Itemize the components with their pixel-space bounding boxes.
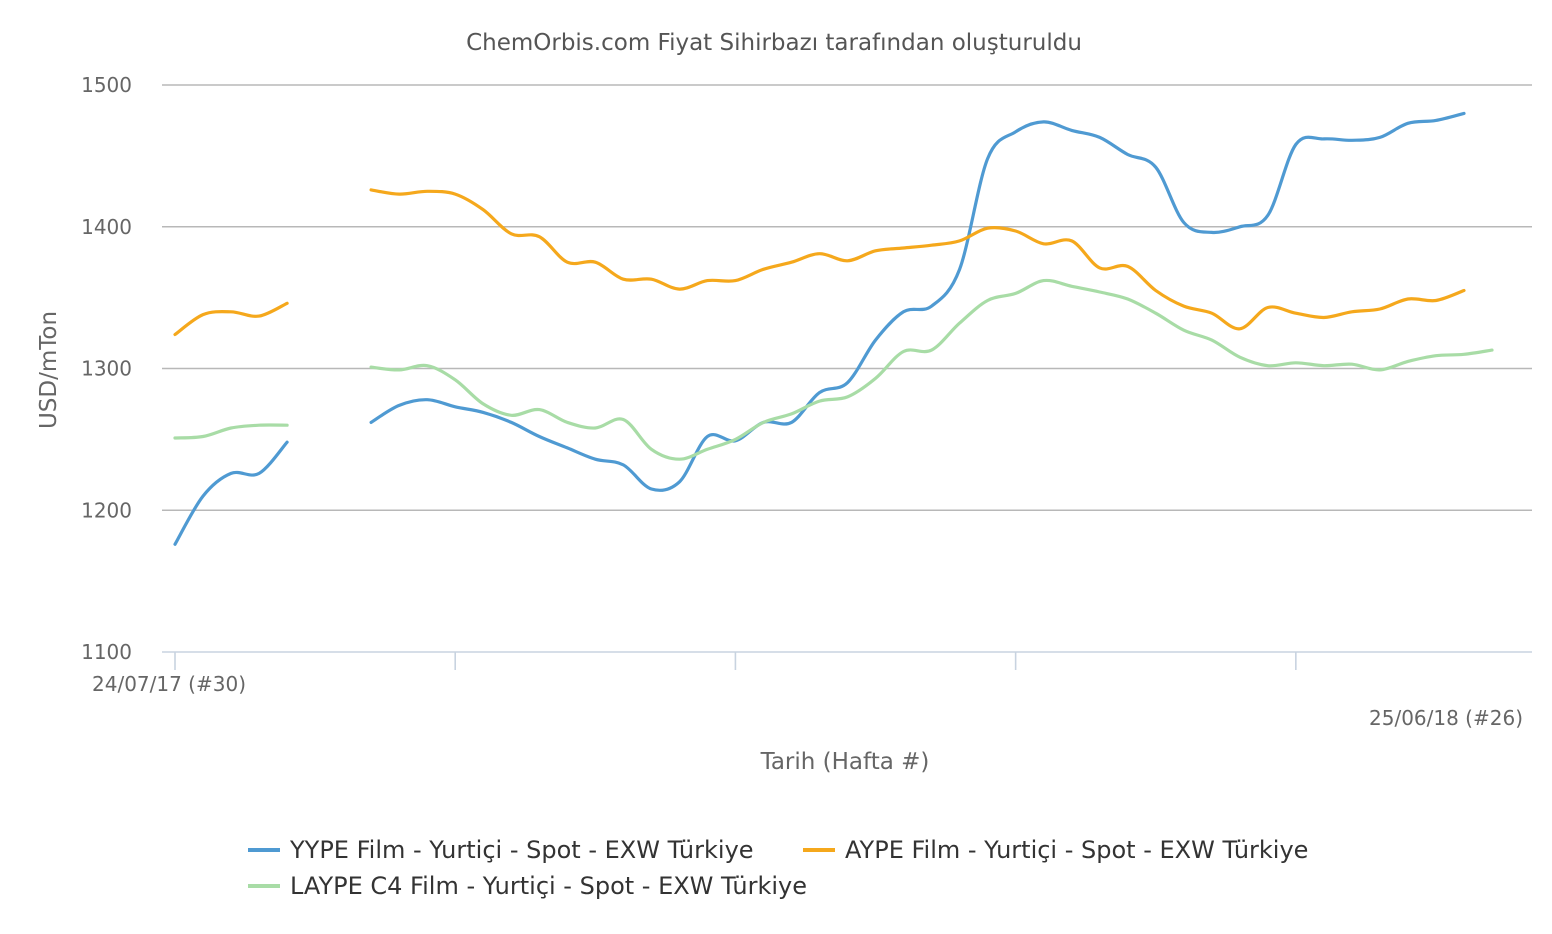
y-axis-label: USD/mTon — [36, 311, 62, 429]
legend-item[interactable]: AYPE Film - Yurtiçi - Spot - EXW Türkiye — [803, 836, 1308, 864]
legend-label: LAYPE C4 Film - Yurtiçi - Spot - EXW Tür… — [290, 872, 807, 900]
x-start-label: 24/07/17 (#30) — [92, 672, 246, 696]
y-tick-label: 1200 — [81, 498, 132, 522]
data-series — [173, 111, 1494, 546]
y-tick-label: 1400 — [81, 215, 132, 239]
legend: YYPE Film - Yurtiçi - Spot - EXW Türkiye… — [248, 836, 1308, 900]
x-end-label: 25/06/18 (#26) — [1369, 706, 1523, 730]
series-path — [369, 111, 1466, 492]
chart-title: ChemOrbis.com Fiyat Sihirbazı tarafından… — [466, 30, 1082, 56]
series-path — [173, 301, 289, 337]
series-line — [173, 111, 1466, 546]
x-axis-label: Tarih (Hafta #) — [760, 749, 930, 775]
series-line — [173, 188, 1466, 337]
legend-item[interactable]: LAYPE C4 Film - Yurtiçi - Spot - EXW Tür… — [248, 872, 807, 900]
series-line — [173, 278, 1494, 461]
legend-label: AYPE Film - Yurtiçi - Spot - EXW Türkiye — [845, 836, 1308, 864]
y-tick-label: 1300 — [81, 357, 132, 381]
grid-lines — [162, 84, 1532, 512]
x-axis-ticks — [174, 652, 1297, 670]
y-axis-ticks: 1100 1200 1300 1400 1500 — [81, 73, 132, 664]
legend-label: YYPE Film - Yurtiçi - Spot - EXW Türkiye — [289, 836, 754, 864]
series-path — [369, 278, 1494, 461]
y-tick-label: 1500 — [81, 73, 132, 97]
series-path — [173, 423, 289, 440]
legend-item[interactable]: YYPE Film - Yurtiçi - Spot - EXW Türkiye — [248, 836, 754, 864]
y-tick-label: 1100 — [81, 640, 132, 664]
series-path — [173, 440, 289, 546]
series-path — [369, 188, 1466, 331]
